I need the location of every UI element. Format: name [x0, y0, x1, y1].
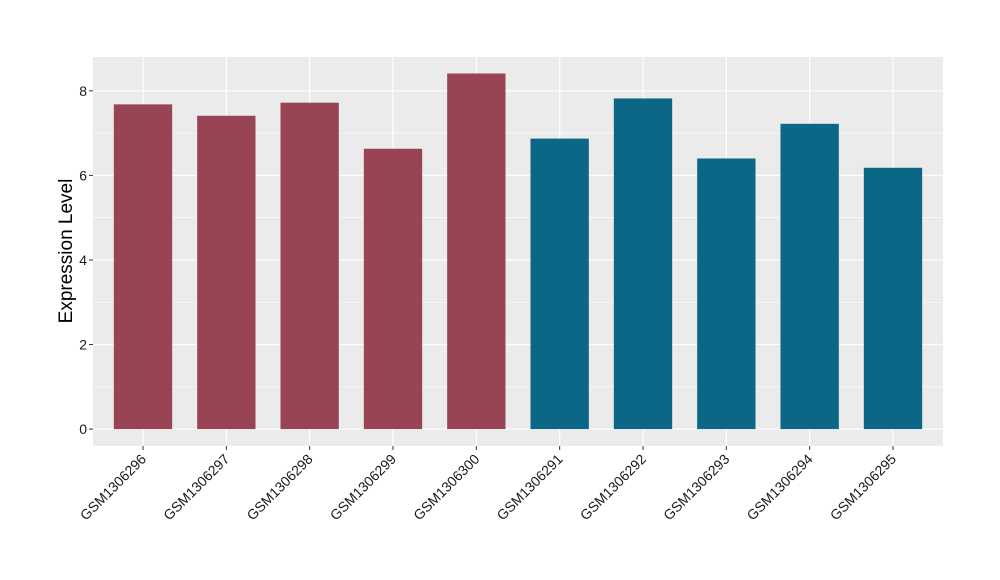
- y-tick-label: 8: [79, 83, 87, 99]
- y-tick-label: 2: [79, 337, 87, 353]
- x-tick-label: GSM1306295: [827, 451, 900, 524]
- bar-GSM1306298: [280, 102, 339, 430]
- bar-GSM1306292: [613, 98, 673, 430]
- bar-GSM1306296: [113, 104, 173, 430]
- bar-GSM1306295: [863, 167, 923, 430]
- x-tick-label: GSM1306300: [410, 451, 483, 524]
- bar-GSM1306293: [697, 158, 756, 430]
- bar-GSM1306291: [530, 138, 589, 430]
- bars: [113, 73, 923, 430]
- x-tick-label: GSM1306294: [743, 451, 816, 524]
- x-tick-label: GSM1306296: [77, 451, 150, 524]
- y-tick-label: 0: [79, 421, 87, 437]
- x-tick-label: GSM1306297: [160, 451, 233, 524]
- x-axis: GSM1306296 GSM1306297 GSM1306298 GSM1306299…: [77, 446, 900, 524]
- bar-GSM1306294: [780, 123, 839, 430]
- bar-GSM1306300: [447, 73, 506, 430]
- bar-GSM1306297: [197, 115, 256, 430]
- x-tick-label: GSM1306293: [660, 451, 733, 524]
- y-tick-label: 4: [79, 252, 87, 268]
- y-axis: 0 2 4 6 8: [79, 83, 93, 437]
- x-tick-label: GSM1306298: [243, 451, 316, 524]
- x-tick-label: GSM1306299: [327, 451, 400, 524]
- y-axis-title: Expression Level: [56, 179, 77, 324]
- x-tick-label: GSM1306292: [577, 451, 650, 524]
- y-tick-label: 6: [79, 167, 87, 183]
- bar-GSM1306299: [363, 148, 423, 430]
- x-tick-label: GSM1306291: [493, 451, 566, 524]
